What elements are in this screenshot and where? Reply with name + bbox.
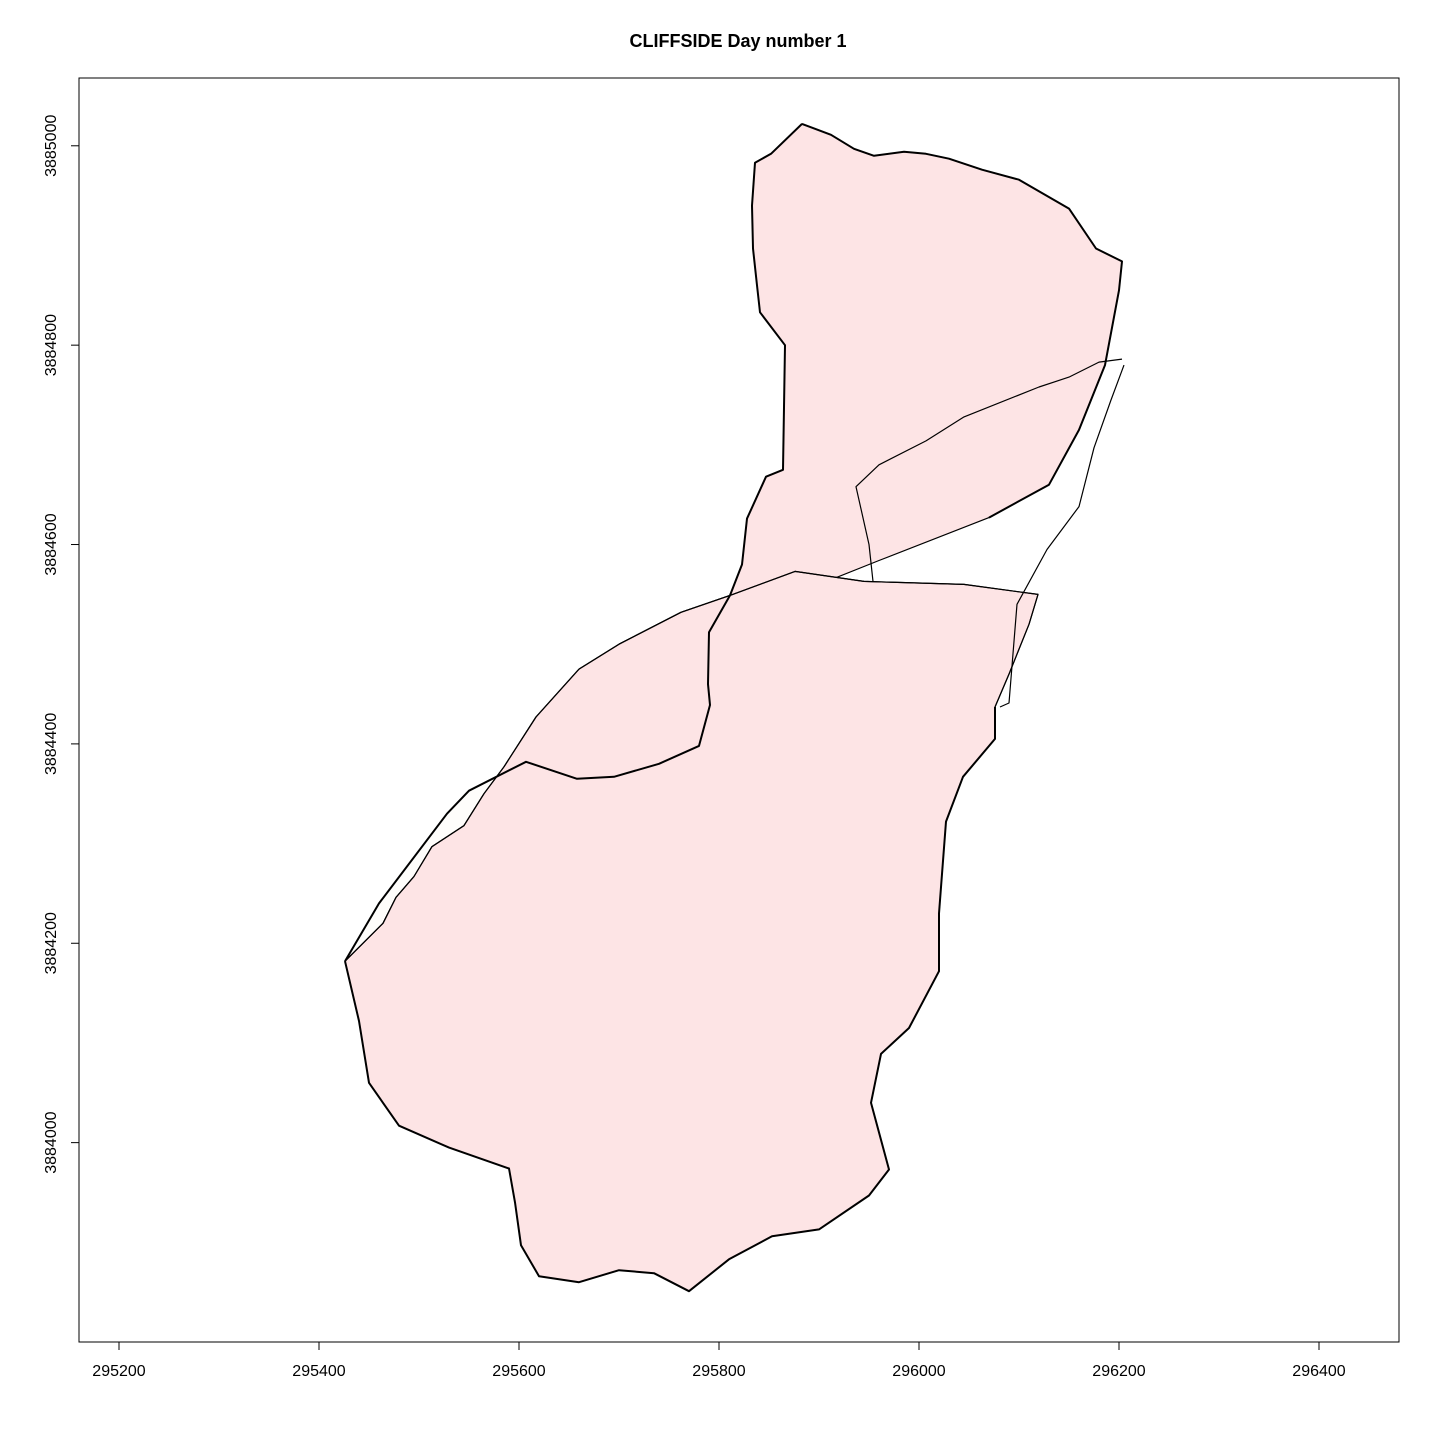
x-tick-label: 296000 bbox=[892, 1363, 945, 1380]
x-axis: 295200 295400 295600 295800 296000 296200 2964… bbox=[92, 1341, 1346, 1380]
map-boundaries bbox=[344, 122, 1125, 1293]
y-tick-label: 3884800 bbox=[43, 314, 60, 376]
map-polygon-main-area bbox=[344, 570, 1039, 1292]
boundary-line-south-west-boundary bbox=[344, 594, 731, 962]
boundary-line-inner-divider-north bbox=[855, 358, 1123, 582]
plot-title: CLIFFSIDE Day number 1 bbox=[629, 31, 846, 51]
boundary-line-south-boundary bbox=[344, 707, 996, 1293]
x-tick-label: 296200 bbox=[1092, 1363, 1145, 1380]
boundary-line-inner-divider-east bbox=[999, 364, 1125, 708]
y-tick-label: 3884600 bbox=[43, 513, 60, 575]
x-tick-label: 295800 bbox=[692, 1363, 745, 1380]
boundary-line-outer-boundary bbox=[801, 122, 1123, 519]
map-polygon-north-area bbox=[729, 123, 1123, 597]
x-tick-label: 295400 bbox=[292, 1363, 345, 1380]
boundary-line-outer-west-shore bbox=[344, 594, 731, 962]
x-tick-label: 296400 bbox=[1292, 1363, 1345, 1380]
y-tick-label: 3885000 bbox=[43, 115, 60, 177]
boundary-line-west-cliff-edge bbox=[729, 123, 803, 596]
map-polygons bbox=[344, 123, 1123, 1292]
y-tick-label: 3884400 bbox=[43, 713, 60, 775]
x-tick-label: 295600 bbox=[492, 1363, 545, 1380]
y-tick-label: 3884000 bbox=[43, 1111, 60, 1173]
boundary-line-inner-divider-south bbox=[729, 570, 1039, 708]
x-tick-label: 295200 bbox=[92, 1363, 145, 1380]
y-axis: 3884000 3884200 3884400 3884600 3884800 38850… bbox=[43, 115, 80, 1174]
y-tick-label: 3884200 bbox=[43, 912, 60, 974]
